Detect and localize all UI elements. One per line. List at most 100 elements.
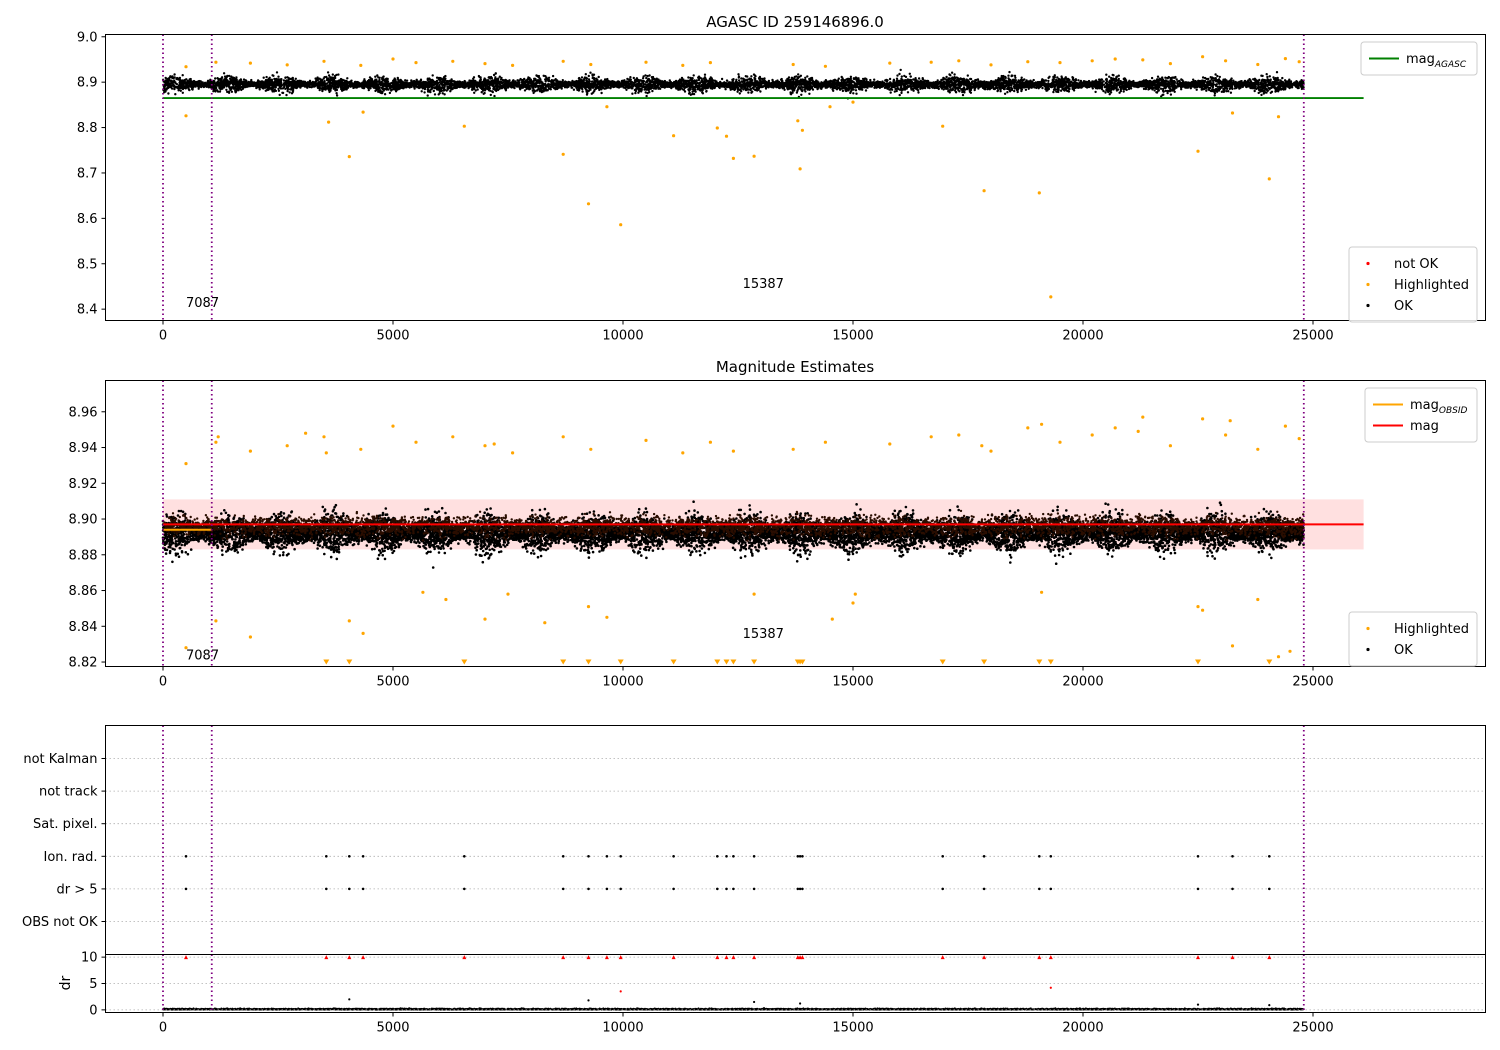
flag-point [672, 887, 675, 891]
highlighted-point [796, 119, 800, 123]
highlighted-point [216, 435, 220, 439]
x-tick-label: 0 [159, 329, 167, 344]
dr-outlier-point [1049, 986, 1052, 989]
highlighted-point [1230, 111, 1235, 115]
highlighted-point [982, 189, 986, 193]
highlighted-point [1168, 62, 1172, 66]
flag-point [752, 887, 756, 891]
highlighted-point [1090, 59, 1094, 63]
highlighted-point [681, 63, 685, 67]
y-tick-label: 8.82 [69, 656, 98, 671]
legend-label: not OK [1394, 257, 1439, 272]
dr-clip-marker [724, 955, 729, 960]
flag-point [672, 855, 675, 858]
highlighted-point [322, 435, 326, 439]
flag-row-label: OBS not OK [22, 915, 98, 930]
magnitude-estimates-panel: Magnitude Estimates 0 5000 10000 15000 20000… [69, 358, 1486, 690]
flag-point [463, 887, 466, 891]
flag-point [1196, 855, 1200, 858]
highlighted-point [853, 592, 857, 596]
highlighted-point [1040, 422, 1044, 426]
y-tick-label: 8.86 [69, 584, 98, 599]
highlighted-point [1283, 57, 1287, 61]
highlighted-point [724, 134, 729, 138]
out-of-range-marker [1047, 659, 1054, 665]
highlighted-point [1168, 444, 1172, 448]
y-tick-label: 9.0 [77, 30, 98, 45]
dr-clip-marker [982, 955, 987, 960]
x-tick-label: 25000 [1292, 329, 1333, 344]
dr-outlier-point [587, 999, 590, 1002]
y-tick-label: 8.4 [77, 303, 98, 318]
flag-point [732, 855, 735, 858]
legend-label: Highlighted [1394, 622, 1469, 637]
highlighted-point [1224, 59, 1228, 63]
highlighted-point [543, 621, 547, 625]
highlighted-point [800, 128, 805, 132]
obsid-label: 7087 [186, 296, 219, 311]
flag-point [801, 855, 804, 858]
dr-outlier-point [619, 990, 622, 993]
highlighted-point [285, 444, 289, 448]
highlighted-point [483, 444, 487, 448]
flag-point [941, 855, 944, 858]
dr-clip-marker [1048, 955, 1053, 960]
panel-ticks: not Kalman not track Sat. pixel. Ion. rad. d… [22, 752, 106, 930]
dr-clip-marker [1196, 955, 1200, 960]
y-tick-label: 8.84 [69, 620, 98, 635]
obsid-label: 15387 [743, 627, 784, 642]
agasc-magnitude-panel: AGASC ID 259146896.0 0 5000 10000 15000 2000… [77, 13, 1486, 344]
legend: Highlighted OK [1348, 611, 1478, 667]
out-of-range-marker [981, 659, 988, 665]
highlighted-point [1090, 433, 1094, 437]
dr-clip-marker [604, 955, 609, 960]
obsid-label: 15387 [743, 277, 784, 292]
y-tick-label: 8.5 [77, 257, 98, 272]
x-tick-label: 20000 [1062, 1021, 1103, 1036]
highlighted-point [1026, 60, 1030, 64]
flag-point [605, 855, 609, 858]
flag-point [348, 855, 351, 858]
highlighted-point [492, 442, 496, 446]
dr-clip-marker [731, 955, 736, 960]
highlighted-point [828, 105, 832, 109]
highlighted-point [1201, 417, 1205, 421]
dr-outlier-point [753, 1000, 756, 1004]
flag-point [561, 887, 565, 891]
dr-clip-marker [184, 955, 188, 960]
out-of-range-marker [730, 659, 737, 665]
flag-point [732, 887, 735, 891]
highlighted-point [1040, 590, 1044, 594]
y-tick-label: 8.92 [69, 477, 98, 492]
highlighted-point [1201, 608, 1205, 612]
y-tick-label: 8.96 [69, 405, 98, 420]
dr-clip-marker [561, 955, 566, 960]
highlighted-point [1256, 597, 1260, 602]
flag-point [1038, 855, 1041, 858]
highlighted-point [327, 120, 331, 124]
highlighted-point [708, 440, 713, 444]
highlighted-point [980, 444, 984, 448]
highlighted-point [451, 435, 455, 439]
out-of-range-marker [585, 659, 592, 665]
flag-point [463, 855, 466, 858]
highlighted-point [322, 59, 326, 63]
highlighted-point [798, 167, 802, 171]
x-tick-label: 25000 [1292, 1021, 1333, 1036]
highlighted-point [561, 59, 565, 63]
dr-clip-marker [361, 955, 366, 960]
highlighted-point [672, 134, 676, 138]
panel-legends: magAGASC not OK Highlighted OK [1348, 41, 1478, 323]
x-tick-label: 20000 [1062, 329, 1103, 344]
out-of-range-marker [939, 659, 946, 665]
highlighted-point [1297, 60, 1301, 64]
highlighted-point [1141, 415, 1145, 419]
highlighted-point [347, 619, 351, 623]
x-tick-label: 5000 [376, 329, 409, 344]
highlighted-point [589, 62, 593, 67]
flag-point [184, 855, 188, 858]
legend-dot-swatch [1366, 647, 1370, 652]
highlighted-point [248, 449, 252, 453]
highlighted-point [1276, 655, 1281, 659]
flag-point [1268, 855, 1271, 858]
